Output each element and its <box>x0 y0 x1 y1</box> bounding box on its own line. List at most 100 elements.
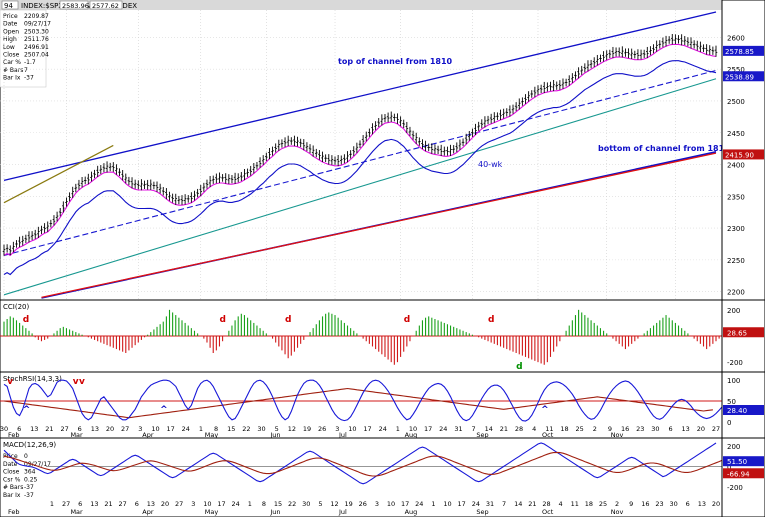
x-tick-label: 10 <box>151 425 159 433</box>
x-tick-label: 22 <box>242 425 250 433</box>
x-tick-label: 19 <box>303 425 311 433</box>
price-tag-label: 2538.89 <box>725 73 754 81</box>
x-month-label: Sep <box>476 431 488 439</box>
x-month-label: Mar <box>70 431 83 439</box>
ma-long-line <box>3 60 717 276</box>
x-tick-label: 2 <box>593 425 597 433</box>
x-axis-upper: 30 6 13 21 27 6 13 20 27 3 10 17 24 1 8 15 22 30 5 12 19 26 3 1… <box>0 425 720 439</box>
macd-tag-box <box>723 468 764 479</box>
stoch-tick-label: 50 <box>727 398 736 406</box>
x-tick-label: 21 <box>500 425 508 433</box>
x-tick-label: 15 <box>227 425 235 433</box>
macd-x-tick-label: 30 <box>669 500 677 508</box>
macd-x-tick-label: 20 <box>161 500 169 508</box>
stoch-tick-label: 0 <box>727 419 731 427</box>
header-value-box-a <box>59 0 89 10</box>
macd-x-tick-label: 26 <box>359 500 367 508</box>
macd-x-tick-label: 3 <box>191 500 195 508</box>
price-tick-label: 2500 <box>727 98 745 106</box>
macd-tick-label: -200 <box>727 484 743 492</box>
macd-x-month-label: Sep <box>476 508 488 516</box>
x-tick-label: 13 <box>30 425 38 433</box>
x-tick-label: 24 <box>379 425 387 433</box>
info-lines: Price 2209.87 Date 09/27/17 Open 2503.30 High 2… <box>3 13 51 82</box>
macd-x-month-label: Oct <box>542 508 554 516</box>
macd-info-label: # Bars <box>3 484 23 491</box>
cci-ticks: 200 -200 <box>727 307 743 367</box>
macd-info-value: 0.25 <box>24 476 38 483</box>
info-label: Car % <box>3 59 21 66</box>
macd-x-tick-label: 17 <box>217 500 225 508</box>
macd-x-tick-label: 10 <box>387 500 395 508</box>
info-label: Bar Ix <box>3 75 21 82</box>
macd-tag-label: 51.50 <box>727 458 747 466</box>
info-label: Close <box>3 52 20 59</box>
price-tag-box <box>723 71 764 82</box>
macd-x-month-label: Jun <box>269 508 280 516</box>
x-tick-label: 1 <box>199 425 203 433</box>
info-value: 2503.30 <box>24 28 49 35</box>
macd-x-tick-label: 19 <box>345 500 353 508</box>
macd-tick-label: 200 <box>727 443 740 451</box>
macd-x-tick-label: 10 <box>203 500 211 508</box>
macd-signal-line <box>3 451 735 477</box>
macd-x-tick-label: 30 <box>302 500 310 508</box>
stoch-tick-label: 100 <box>727 377 740 385</box>
price-tags: 2578.85 2538.89 2415.90 <box>723 45 764 160</box>
macd-x-tick-label: 16 <box>641 500 649 508</box>
macd-x-tick-label: 21 <box>104 500 112 508</box>
x-tick-label: 9 <box>608 425 612 433</box>
x-tick-label: 10 <box>348 425 356 433</box>
macd-info-label: Close <box>3 469 20 476</box>
stoch-mark: ^ <box>23 405 31 415</box>
macd-x-tick-label: 27 <box>118 500 126 508</box>
x-tick-label: 4 <box>532 425 536 433</box>
cci-mark: d <box>404 315 410 325</box>
x-tick-label: 23 <box>636 425 644 433</box>
macd-x-tick-label: 1 <box>50 500 54 508</box>
info-panel <box>0 9 47 88</box>
period-box[interactable] <box>1 0 19 10</box>
red-trend-line <box>41 152 717 299</box>
macd-x-tick-label: 4 <box>559 500 563 508</box>
price-ticks: 2600 2550 2500 2450 2400 2350 2300 2250 2200 <box>727 34 745 296</box>
macd-info-value: 364 <box>24 469 36 476</box>
macd-info-value: 09/27/17 <box>24 461 51 468</box>
stoch-tag-box <box>723 405 764 415</box>
price-tag-label: 2578.85 <box>725 48 754 56</box>
macd-tick-label: 0 <box>727 463 731 471</box>
macd-x-month-label: Nov <box>611 508 624 516</box>
macd-x-tick-label: 27 <box>175 500 183 508</box>
info-value: 09/27/17 <box>24 21 51 28</box>
macd-x-tick-label: 24 <box>232 500 240 508</box>
macd-x-tick-label: 7 <box>502 500 506 508</box>
top-channel-line <box>3 11 717 182</box>
macd-x-tick-label: 23 <box>655 500 663 508</box>
x-tick-label: 24 <box>439 425 447 433</box>
price-tick-label: 2200 <box>727 289 745 297</box>
info-label: Open <box>3 28 19 35</box>
macd-x-tick-label: 11 <box>571 500 579 508</box>
x-tick-label: 3 <box>138 425 142 433</box>
header-value-box-b <box>89 0 123 10</box>
macd-x-tick-label: 25 <box>599 500 607 508</box>
macd-x-month-label: Apr <box>142 508 154 516</box>
x-tick-label: 26 <box>318 425 326 433</box>
info-value: 2507.04 <box>24 52 49 59</box>
cci-mark: d <box>219 315 225 325</box>
macd-x-tick-label: 20 <box>712 500 720 508</box>
info-label: Low <box>3 44 15 51</box>
price-tag-box <box>723 149 764 160</box>
x-tick-label: 30 <box>257 425 265 433</box>
cci-tags: 28.65 <box>723 327 764 338</box>
macd-x-month-label: Mar <box>70 508 83 516</box>
x-month-label: Feb <box>8 431 20 439</box>
cci-tag-box <box>723 327 764 338</box>
macd-x-tick-label: 5 <box>318 500 322 508</box>
stoch-mark: ^ <box>541 405 549 415</box>
stoch-tag-label: 28.40 <box>727 407 747 415</box>
info-label: # Bars <box>3 67 23 74</box>
